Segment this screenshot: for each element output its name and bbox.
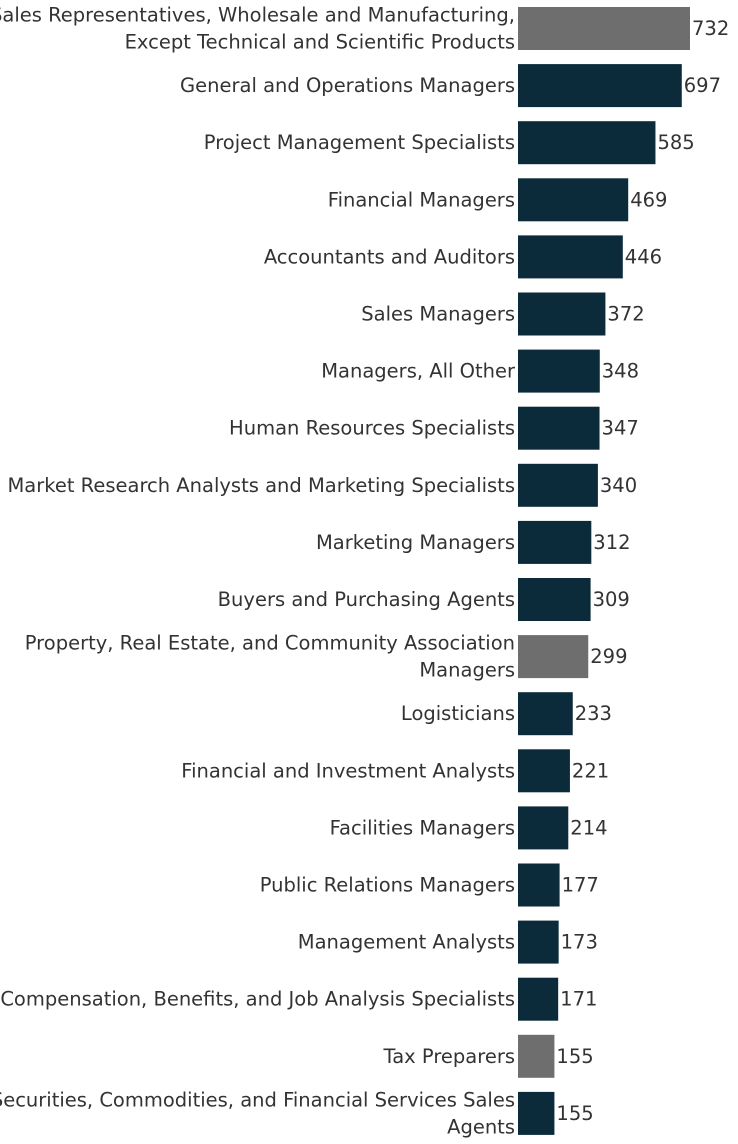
category-label-8: Market Research Analysts and Marketing S… — [7, 474, 515, 497]
category-label-6: Managers, All Other — [321, 360, 516, 383]
value-label-4: 446 — [625, 245, 662, 268]
bar-5 — [518, 292, 606, 336]
bar-10 — [518, 578, 591, 621]
value-label-13: 221 — [572, 759, 609, 782]
value-label-15: 177 — [562, 874, 599, 897]
category-label-14: Facilities Managers — [330, 816, 515, 839]
category-label-15: Public Relations Managers — [260, 874, 515, 897]
bar-0 — [518, 7, 690, 50]
category-label-0-line-1: Except Technical and Scientific Products — [125, 31, 515, 54]
category-label-19-line-0: Securities, Commodities, and Financial S… — [0, 1088, 515, 1111]
bar-1 — [518, 64, 682, 108]
bar-17 — [518, 977, 559, 1021]
category-label-5: Sales Managers — [361, 303, 515, 326]
category-label-12: Logisticians — [401, 702, 515, 725]
value-label-0: 732 — [692, 17, 729, 40]
value-label-12: 233 — [575, 702, 612, 725]
bar-9 — [518, 520, 592, 564]
category-label-10: Buyers and Purchasing Agents — [218, 588, 515, 611]
value-label-7: 347 — [602, 417, 639, 440]
bar-12 — [518, 692, 573, 736]
value-label-9: 312 — [593, 531, 630, 554]
value-label-16: 173 — [561, 931, 598, 954]
value-label-5: 372 — [607, 303, 644, 326]
bar-8 — [518, 463, 598, 507]
value-label-1: 697 — [684, 74, 721, 97]
category-label-4: Accountants and Auditors — [264, 245, 515, 268]
category-label-9: Marketing Managers — [316, 531, 515, 554]
value-label-17: 171 — [560, 988, 597, 1011]
value-label-8: 340 — [600, 474, 637, 497]
bar-4 — [518, 235, 623, 279]
value-label-19: 155 — [556, 1102, 593, 1125]
value-label-11: 299 — [590, 645, 627, 668]
category-label-13: Financial and Investment Analysts — [181, 759, 515, 782]
category-label-7: Human Resources Specialists — [229, 417, 515, 440]
category-label-3: Financial Managers — [328, 188, 515, 211]
value-label-3: 469 — [630, 188, 667, 211]
bar-6 — [518, 349, 600, 393]
value-label-6: 348 — [602, 360, 639, 383]
bar-7 — [518, 406, 600, 450]
value-label-14: 214 — [570, 816, 607, 839]
category-label-11-line-1: Managers — [419, 659, 515, 682]
category-label-1: General and Operations Managers — [180, 74, 515, 97]
category-label-17: Compensation, Benefits, and Job Analysis… — [0, 988, 515, 1011]
bar-15 — [518, 863, 560, 907]
bar-19 — [518, 1091, 555, 1135]
category-label-0-line-0: Sales Representatives, Wholesale and Man… — [0, 4, 515, 27]
value-label-2: 585 — [657, 131, 694, 154]
bar-16 — [518, 920, 559, 964]
bar-2 — [518, 121, 656, 165]
bar-13 — [518, 749, 570, 793]
bar-14 — [518, 806, 569, 850]
value-label-10: 309 — [593, 588, 630, 611]
value-label-18: 155 — [556, 1045, 593, 1068]
bar-11 — [518, 635, 589, 679]
category-label-18: Tax Preparers — [383, 1045, 515, 1068]
bar-18 — [518, 1034, 555, 1078]
category-label-16: Management Analysts — [298, 931, 515, 954]
category-label-11-line-0: Property, Real Estate, and Community Ass… — [25, 632, 515, 655]
bar-3 — [518, 178, 629, 222]
category-label-19-line-1: Agents — [447, 1115, 515, 1138]
category-label-2: Project Management Specialists — [204, 131, 515, 154]
